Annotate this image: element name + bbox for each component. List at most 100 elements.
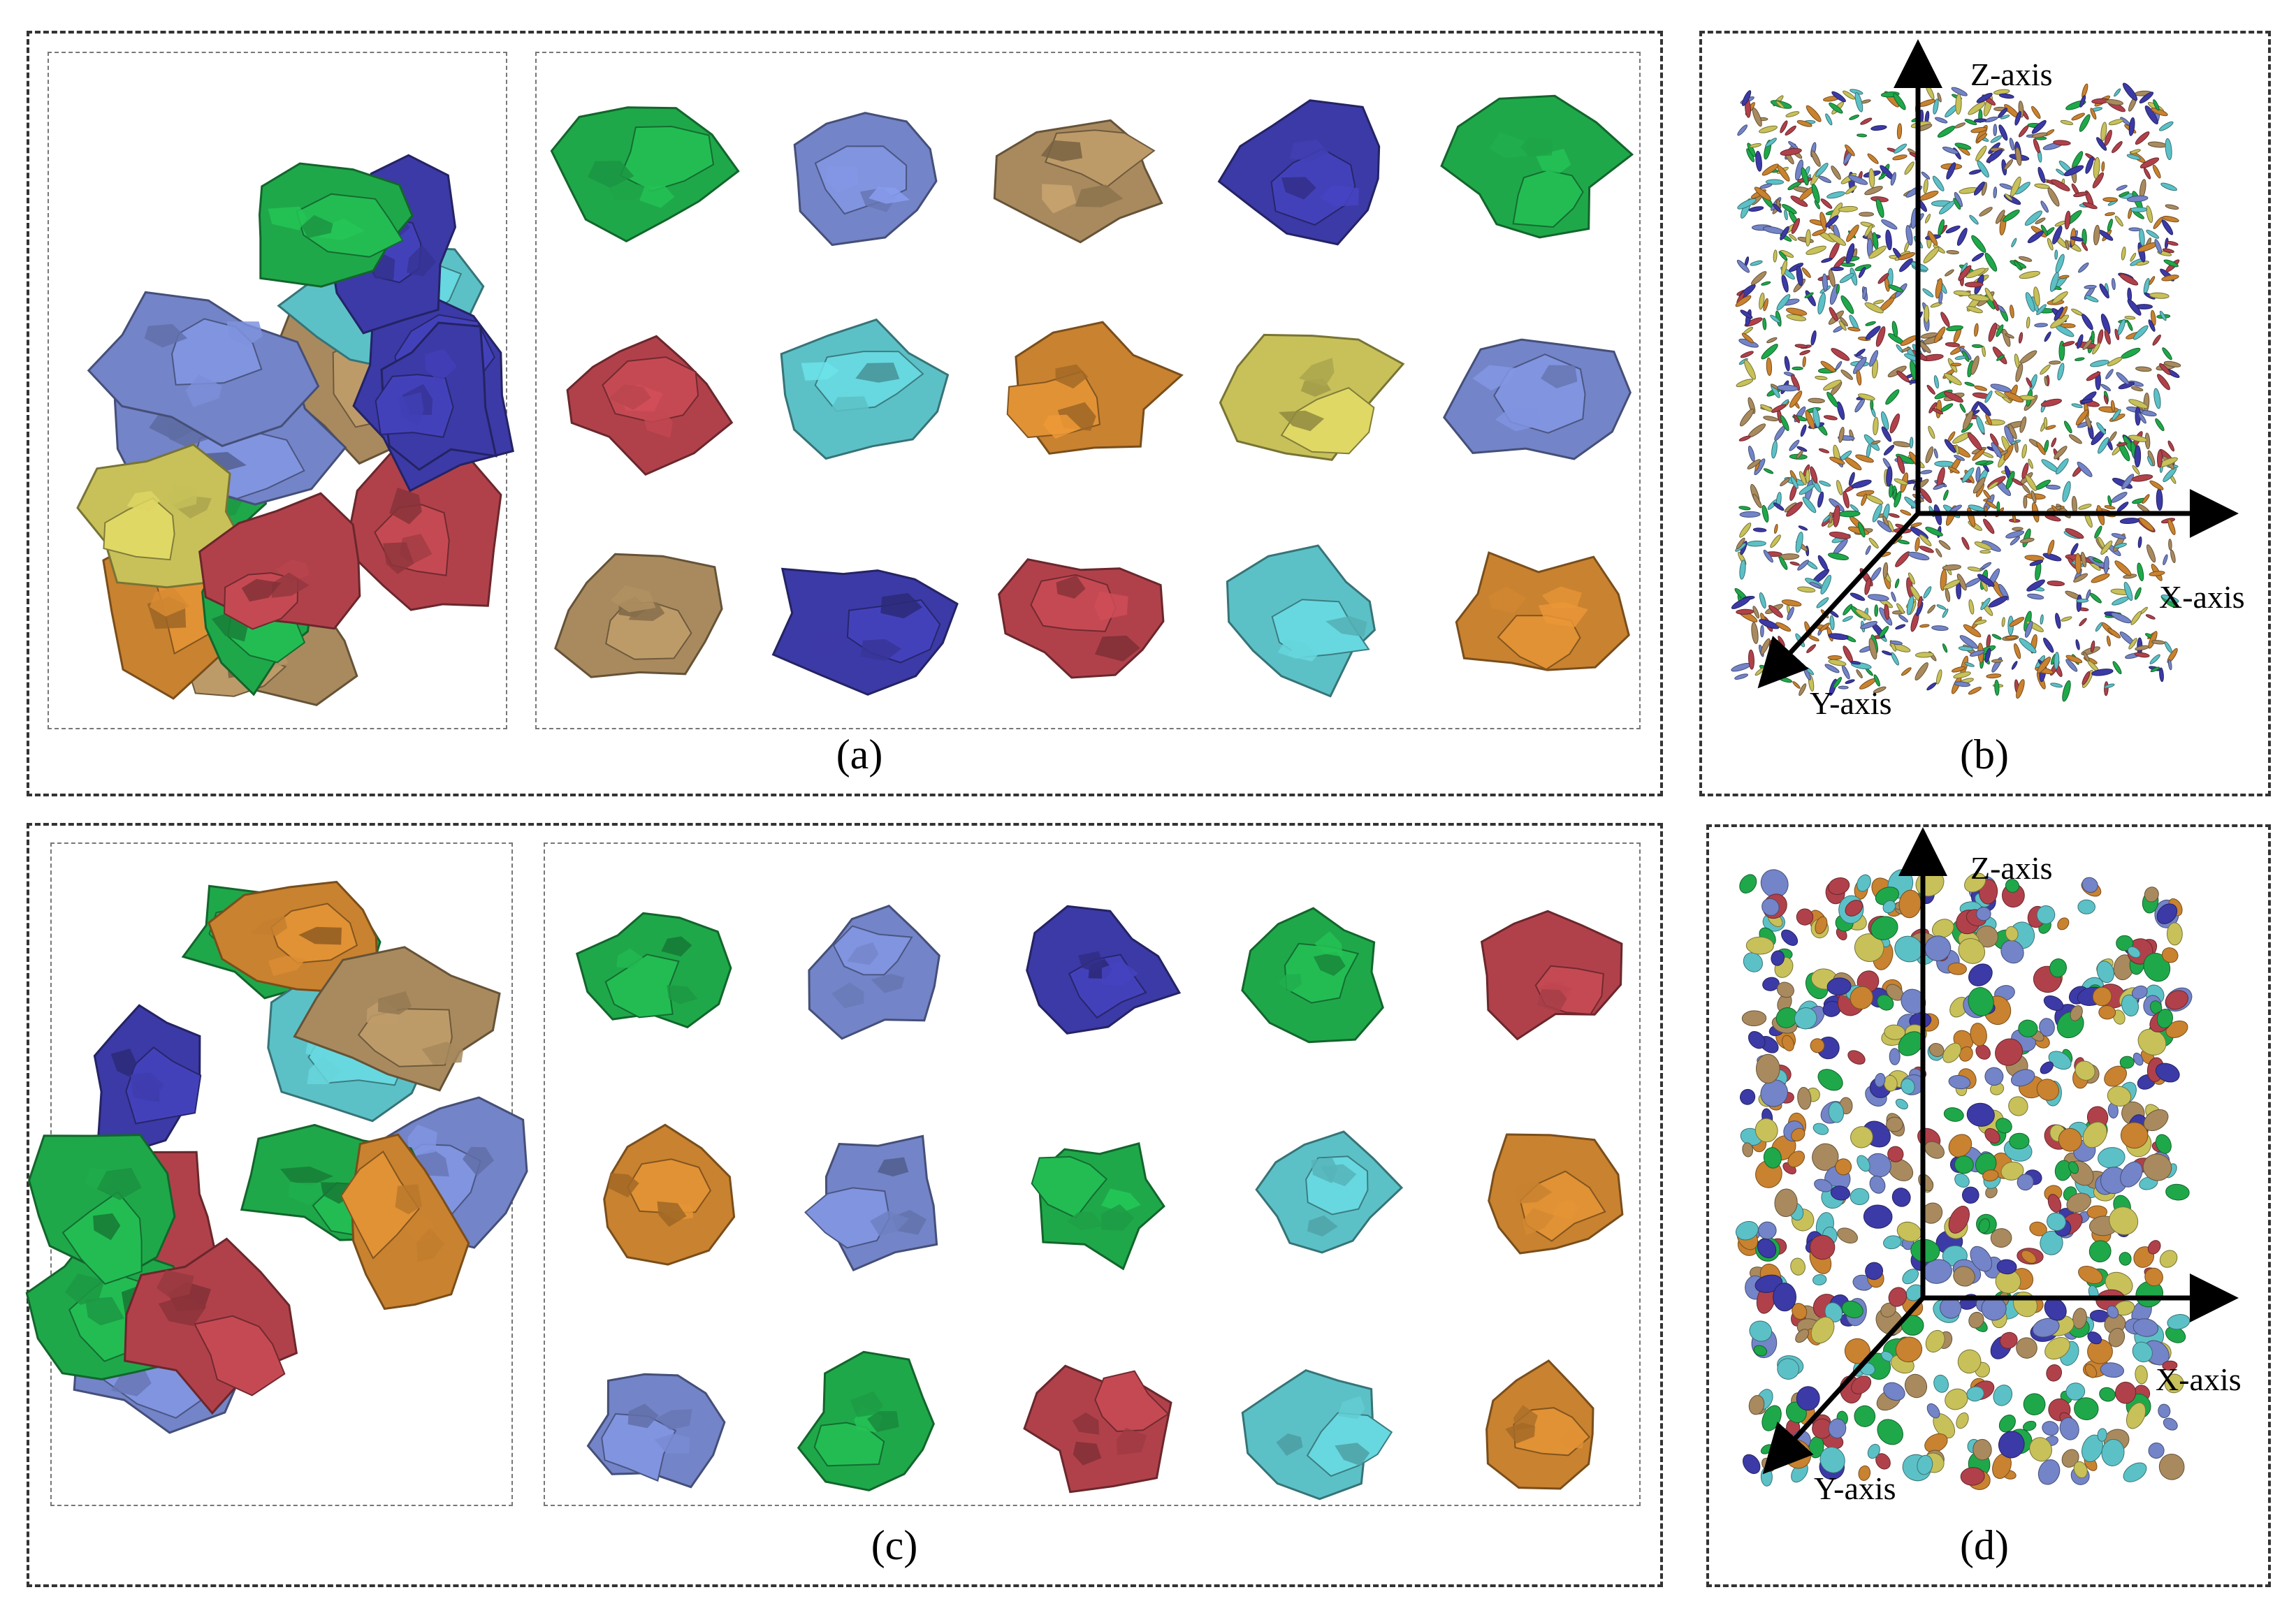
panel-d bbox=[1706, 824, 2271, 1587]
cloud-particle bbox=[1756, 1053, 1780, 1083]
cloud-particle bbox=[2000, 115, 2010, 119]
cloud-particle bbox=[2120, 1122, 2149, 1149]
cloud-particle bbox=[1790, 1257, 1805, 1276]
cloud-particle bbox=[2159, 1250, 2178, 1268]
cloud-particle bbox=[1970, 1023, 1987, 1046]
cloud-particle bbox=[1878, 626, 1889, 638]
cloud-particle bbox=[2051, 291, 2068, 304]
axes-b: Z-axis X-axis Y-axis bbox=[1757, 39, 2245, 721]
cloud-particle bbox=[1742, 90, 1752, 106]
cloud-particle bbox=[1962, 410, 1974, 430]
cloud-particle bbox=[1990, 384, 2012, 393]
cloud-particle bbox=[1951, 666, 1966, 673]
cloud-particle bbox=[2046, 1364, 2063, 1382]
cloud-particle bbox=[1952, 432, 1972, 444]
cloud-particle bbox=[2008, 423, 2017, 439]
cloud-particle bbox=[2075, 553, 2081, 574]
cloud-particle bbox=[2134, 652, 2150, 658]
cloud-particle bbox=[1850, 1188, 1870, 1206]
cloud-particle bbox=[2060, 119, 2074, 126]
cloud-particle bbox=[2065, 240, 2070, 250]
cloud-particle bbox=[1998, 124, 2008, 141]
cloud-particle bbox=[2163, 554, 2168, 566]
cloud-particle bbox=[2102, 197, 2118, 203]
cloud-particle bbox=[2116, 935, 2134, 951]
cloud-particle bbox=[2159, 667, 2164, 683]
cloud-particle bbox=[1866, 444, 1871, 458]
cloud-particle bbox=[2123, 1462, 2147, 1482]
cloud-particle bbox=[1975, 466, 1981, 483]
cloud-particle bbox=[1925, 84, 1935, 100]
cloud-particle bbox=[1972, 448, 1985, 461]
cloud-particle bbox=[1873, 416, 1879, 436]
cloud-particle bbox=[2130, 611, 2142, 625]
cloud-particle bbox=[2064, 210, 2071, 230]
grid-a-particle bbox=[793, 112, 938, 247]
cloud-particle bbox=[1837, 1227, 1858, 1243]
cloud-particle bbox=[2119, 1056, 2135, 1069]
cloud-particle bbox=[1854, 1405, 1876, 1427]
cloud-particle bbox=[2033, 138, 2040, 154]
cloud-particle bbox=[2009, 617, 2025, 627]
cloud-particle bbox=[1840, 369, 1853, 380]
cloud-particle bbox=[1933, 1374, 1949, 1393]
cloud-particle bbox=[1972, 1438, 1992, 1461]
cloud-particle bbox=[1811, 183, 1820, 203]
cloud-particle bbox=[1739, 408, 1754, 427]
cloud-particle bbox=[1867, 594, 1889, 601]
cloud-particle bbox=[2092, 172, 2105, 189]
cloud-particle bbox=[1842, 615, 1854, 622]
cloud-particle bbox=[2114, 560, 2132, 576]
cloud-particle bbox=[1791, 218, 1801, 234]
cloud-particle bbox=[1868, 537, 1879, 549]
cloud-particle bbox=[1925, 446, 1934, 464]
cloud-particle bbox=[2103, 395, 2109, 404]
cloud-particle bbox=[1970, 126, 1988, 133]
cloud-particle bbox=[2044, 331, 2051, 342]
cloud-particle bbox=[1874, 1072, 1886, 1088]
cloud-particle bbox=[1828, 269, 1836, 287]
cloud-particle bbox=[1829, 498, 1845, 512]
cloud-particle bbox=[1841, 1300, 1863, 1319]
cloud-particle bbox=[1862, 286, 1867, 300]
axes-d: Z-axis X-axis Y-axis bbox=[1762, 827, 2241, 1506]
cloud-particle bbox=[1947, 466, 1960, 474]
cloud-particle bbox=[2135, 366, 2152, 372]
cloud-particle bbox=[2053, 140, 2071, 146]
cluster-c-particle bbox=[93, 1004, 202, 1151]
cloud-particle bbox=[2127, 946, 2141, 958]
cloud-particle bbox=[1968, 686, 1982, 695]
cloud-particle bbox=[1974, 118, 1987, 123]
cloud-particle bbox=[1823, 379, 1842, 391]
cloud-particle bbox=[1797, 586, 1816, 593]
cloud-particle bbox=[2021, 444, 2028, 459]
cloud-particle bbox=[1736, 608, 1754, 615]
cloud-particle bbox=[1855, 349, 1866, 357]
cloud-particle bbox=[2059, 1417, 2079, 1440]
cloud-particle bbox=[1773, 502, 1785, 511]
cloud-particle bbox=[2011, 661, 2018, 670]
cloud-particle bbox=[1751, 271, 1767, 286]
cloud-particle bbox=[2079, 618, 2087, 627]
cloud-particle bbox=[1917, 1454, 1933, 1475]
cloud-particle bbox=[1942, 579, 1961, 590]
cloud-particle bbox=[1981, 562, 1992, 569]
cloud-particle bbox=[1755, 150, 1762, 172]
cloud-particle bbox=[1785, 307, 1808, 316]
cloud-particle bbox=[1840, 295, 1854, 314]
cloud-particle bbox=[1747, 459, 1761, 469]
cloud-particle bbox=[2114, 1381, 2137, 1404]
cloud-particle bbox=[2045, 425, 2056, 430]
cloud-particle bbox=[1815, 916, 1828, 935]
cloud-particle bbox=[1752, 107, 1762, 127]
cloud-particle bbox=[2045, 484, 2061, 490]
cloud-particle bbox=[2071, 403, 2083, 409]
cloud-particle bbox=[1843, 90, 1856, 100]
cloud-particle bbox=[1815, 375, 1828, 381]
cloud-particle bbox=[1894, 490, 1902, 508]
cloud-particle bbox=[2144, 105, 2158, 125]
cloud-particle bbox=[2148, 319, 2156, 332]
cloud-particle bbox=[2061, 616, 2072, 622]
cloud-particle bbox=[2124, 316, 2136, 320]
cloud-particle bbox=[2097, 1428, 2107, 1442]
